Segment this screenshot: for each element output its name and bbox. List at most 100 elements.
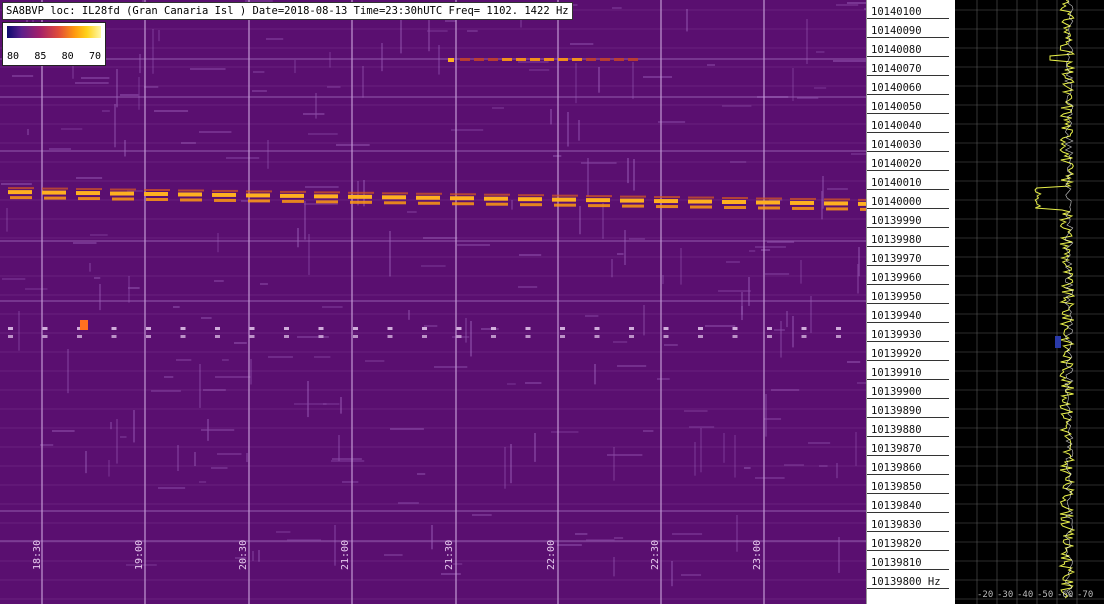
signal-dash [552, 197, 576, 202]
frequency-label: 10139870 [867, 443, 949, 456]
marker-dot [836, 335, 841, 338]
noise-streak [821, 191, 823, 220]
noise-streak [234, 342, 247, 344]
signal-halo [654, 196, 680, 199]
marker-dot [594, 327, 600, 330]
signal-halo [314, 191, 340, 194]
noise-streak [510, 444, 512, 484]
upper-signal [460, 58, 470, 61]
noise-streak [252, 551, 254, 561]
noise-streak [90, 234, 108, 236]
signal-dash [690, 205, 712, 209]
noise-streak [557, 544, 582, 546]
noise-streak [755, 477, 785, 479]
spectrum-scale-label: -70 [1077, 590, 1094, 600]
noise-streak [297, 336, 329, 338]
noise-streak [154, 110, 189, 112]
signal-dash [450, 196, 474, 201]
frequency-label: 10139980 [867, 234, 949, 247]
time-label: 19:00 [134, 539, 145, 570]
marker-dot [698, 335, 703, 338]
noise-streak [453, 563, 463, 565]
noise-streak [144, 86, 159, 88]
noise-streak [847, 361, 861, 363]
noise-streak [384, 554, 403, 556]
signal-dash [146, 197, 168, 201]
noise-streak [365, 360, 385, 362]
noise-streak [177, 445, 179, 471]
noise-streak [838, 537, 840, 573]
noise-streak [73, 242, 97, 244]
noise-streak [613, 341, 628, 343]
marker-dot [77, 335, 82, 338]
frequency-label: 10140090 [867, 25, 949, 38]
upper-signal [544, 58, 554, 61]
noise-streak [381, 43, 383, 72]
marker-dot [629, 335, 634, 338]
signal-dash [350, 200, 372, 204]
noise-streak [578, 120, 580, 141]
noise-streak [602, 203, 604, 239]
noise-streak [297, 228, 299, 248]
noise-streak [686, 9, 688, 32]
signal-dash [248, 199, 270, 203]
noise-streak [124, 140, 126, 157]
marker-dot [767, 327, 772, 330]
noise-streak [792, 316, 794, 348]
signal-dash [724, 206, 746, 210]
noise-streak [267, 140, 269, 169]
noise-streak [550, 109, 552, 125]
noise-streak [814, 87, 827, 89]
marker-dot [801, 335, 807, 338]
noise-streak [199, 481, 207, 483]
frequency-label: 10140020 [867, 158, 949, 171]
noise-streak [315, 93, 317, 119]
signal-dash [42, 190, 66, 195]
waterfall-display[interactable]: SA8BVP loc: IL28fd (Gran Canaria Isl ) D… [0, 0, 866, 604]
frequency-label: 10139850 [867, 481, 949, 494]
noise-streak [761, 249, 771, 251]
upper-signal [474, 58, 484, 61]
noise-streak [744, 467, 751, 469]
signal-halo [348, 191, 374, 194]
marker-dot [249, 335, 255, 338]
noise-streak [633, 159, 635, 191]
signal-dash [588, 204, 610, 208]
marker-dot [560, 327, 565, 330]
signal-dash [212, 192, 236, 197]
noise-streak [94, 277, 101, 279]
noise-streak [334, 525, 336, 566]
noise-streak [585, 315, 599, 317]
noise-streak [657, 378, 670, 380]
noise-streak [470, 321, 472, 357]
signal-halo [178, 189, 204, 192]
signal-dash [418, 201, 440, 205]
signal-dash [246, 193, 270, 198]
marker-dot [111, 335, 117, 338]
noise-streak [472, 514, 492, 516]
noise-streak [726, 261, 740, 263]
marker-dot [8, 327, 13, 330]
noise-streak [327, 86, 341, 88]
noise-streak [847, 2, 866, 4]
color-scale-label: 85 [34, 51, 47, 62]
upper-signal [558, 58, 568, 61]
noise-streak [658, 121, 686, 123]
upper-signal [488, 58, 498, 61]
noise-streak [855, 432, 857, 466]
color-scale-legend: 80 85 80 70 [2, 22, 106, 66]
signal-halo [212, 189, 238, 192]
spectrum-panel[interactable]: -20 -30 -40 -50 -60 -70 [955, 0, 1104, 604]
noise-streak [1, 183, 32, 185]
marker-dot [284, 327, 289, 330]
noise-streak [307, 381, 309, 418]
time-label: 22:30 [650, 539, 661, 570]
marker-dot [560, 335, 565, 338]
frequency-label: 10140080 [867, 44, 949, 57]
noise-streak [780, 321, 782, 358]
noise-streak [664, 344, 678, 346]
noise-streak [765, 273, 790, 275]
signal-dash [656, 205, 678, 209]
noise-streak [40, 444, 54, 446]
noise-streak [827, 188, 848, 190]
